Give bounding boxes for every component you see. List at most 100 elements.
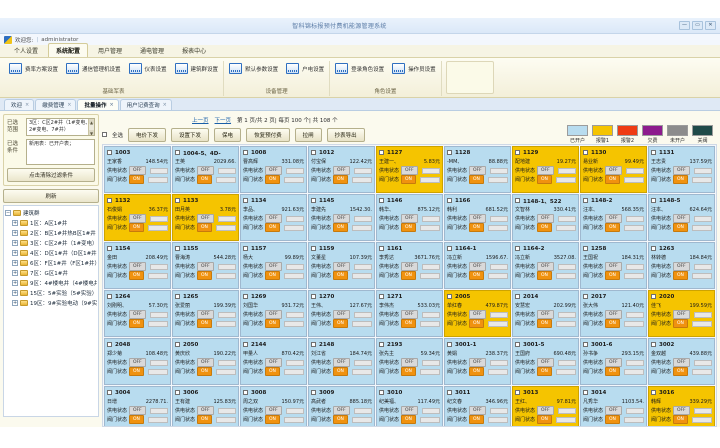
meter-cell-checkbox[interactable] (243, 294, 248, 299)
meter-cell[interactable]: 1134 李品、 921.63元 供电状态 OFF 阀门状态 ON (240, 194, 307, 241)
ribbon-button-meter[interactable]: 仪表设置 (128, 63, 167, 74)
meter-cell[interactable]: 2148 刘江省 184.74元 供电状态 OFF 阀门状态 ON (308, 338, 375, 385)
meter-cell[interactable]: 3008 周之双 150.97元 供电状态 OFF 阀门状态 ON (240, 386, 307, 426)
meter-cell[interactable]: 1258 王国祝 184.31元 供电状态 OFF 阀门状态 ON (580, 242, 647, 289)
meter-cell-checkbox[interactable] (515, 198, 520, 203)
close-icon[interactable]: × (162, 102, 167, 108)
meter-cell-checkbox[interactable] (379, 150, 384, 155)
meter-cell-checkbox[interactable] (379, 198, 384, 203)
meter-cell-checkbox[interactable] (311, 390, 316, 395)
meter-cell[interactable]: 1004-5、4D- 王英 2029.66. 供电状态 OFF 阀门状态 ON (172, 146, 239, 193)
meter-cell-checkbox[interactable] (447, 294, 452, 299)
filter-scope-value[interactable]: 3区：C区2#井（1#变电、2#变电、7#井） ▲ ▼ (26, 118, 95, 136)
meter-cell-checkbox[interactable] (243, 390, 248, 395)
meter-cell-checkbox[interactable] (107, 294, 112, 299)
meter-cell-checkbox[interactable] (107, 198, 112, 203)
meter-cell-checkbox[interactable] (447, 198, 452, 203)
meter-cell[interactable]: 1159 文董星 107.39元 供电状态 OFF 阀门状态 ON (308, 242, 375, 289)
expander-icon[interactable]: + (12, 240, 18, 246)
meter-cell[interactable]: 1164-1 冯立新 1596.67. 供电状态 OFF 阀门状态 ON (444, 242, 511, 289)
meter-cell[interactable]: 1265 张爱丽 199.39元 供电状态 OFF 阀门状态 ON (172, 290, 239, 337)
meter-cell-checkbox[interactable] (515, 390, 520, 395)
meter-cell-checkbox[interactable] (651, 294, 656, 299)
ribbon-button-login-role[interactable]: 登录角色设置 (335, 63, 384, 74)
meter-cell[interactable]: 1271 李伟杰 533.03元 供电状态 OFF 阀门状态 ON (376, 290, 443, 337)
meter-cell-checkbox[interactable] (583, 294, 588, 299)
meter-cell-checkbox[interactable] (583, 150, 588, 155)
expander-icon[interactable]: + (12, 260, 18, 266)
meter-cell[interactable]: 1148-1、522 文智林 330.41元 供电状态 OFF 阀门状态 ON (512, 194, 579, 241)
meter-cell[interactable]: 1264 刘刚明、 57.30元 供电状态 OFF 阀门状态 ON (104, 290, 171, 337)
close-icon[interactable]: × (67, 102, 72, 108)
meter-cell-checkbox[interactable] (175, 390, 180, 395)
price-dispatch-button[interactable]: 电价下发 (128, 127, 167, 142)
expander-icon[interactable]: + (12, 220, 18, 226)
meter-cell[interactable]: 3001-5 王国府 690.48元 供电状态 OFF 阀门状态 ON (512, 338, 579, 385)
ribbon-button-rate-plan[interactable]: 费率方案设置 (9, 63, 58, 74)
ribbon-button-default-params[interactable]: 默认参数设置 (229, 63, 278, 74)
meter-cell-checkbox[interactable] (515, 342, 520, 347)
scroll-down-icon[interactable]: ▼ (89, 130, 94, 136)
next-page-link[interactable]: 下一页 (214, 117, 232, 124)
meter-cell-checkbox[interactable] (311, 246, 316, 251)
select-all-checkbox[interactable] (102, 132, 107, 137)
meter-cell-checkbox[interactable] (515, 246, 520, 251)
ribbon-button-household-power[interactable]: 户电设置 (286, 63, 324, 74)
meter-cell[interactable]: 3013 王红、 97.81元 供电状态 OFF 阀门状态 ON (512, 386, 579, 426)
meter-cell[interactable]: 1166 韩利 681.52元 供电状态 OFF 阀门状态 ON (444, 194, 511, 241)
close-button[interactable]: ✕ (705, 21, 716, 30)
meter-cell-checkbox[interactable] (311, 150, 316, 155)
meter-cell[interactable]: 3011 纪文春 346.96元 供电状态 OFF 阀门状态 ON (444, 386, 511, 426)
meter-cell-checkbox[interactable] (447, 150, 452, 155)
meter-cell[interactable]: 1155 曹海涛 544.28元 供电状态 OFF 阀门状态 ON (172, 242, 239, 289)
expander-icon[interactable]: + (12, 250, 18, 256)
expander-icon[interactable]: + (12, 300, 18, 306)
expander-icon[interactable]: + (12, 270, 18, 276)
export-reading-button[interactable]: 抄表导出 (326, 127, 365, 142)
meter-cell-checkbox[interactable] (651, 198, 656, 203)
meter-cell[interactable]: 1129 配地建 19.27元 供电状态 OFF 阀门状态 ON (512, 146, 579, 193)
tree-node-zone-6[interactable]: + 6区：F区1#井（F区1#井） (5, 258, 97, 268)
tree-node-zone-7[interactable]: + 7区：G区1#井 (5, 268, 97, 278)
tree-node-zone-1[interactable]: + 1区：A区1#井 (5, 218, 97, 228)
expander-icon[interactable]: + (12, 280, 18, 286)
meter-cell-checkbox[interactable] (447, 246, 452, 251)
meter-cell[interactable]: 3010 纪美福、 117.49元 供电状态 OFF 阀门状态 ON (376, 386, 443, 426)
tree-node-zone-15[interactable]: + 15区：5#实验（5#实验） (5, 288, 97, 298)
meter-cell[interactable]: 1132 石俊娟 36.37元 供电状态 OFF 阀门状态 ON (104, 194, 171, 241)
meter-cell[interactable]: 1263 林转德 184.84元 供电状态 OFF 阀门状态 ON (648, 242, 715, 289)
meter-cell[interactable]: 1157 杨大 99.89元 供电状态 OFF 阀门状态 ON (240, 242, 307, 289)
meter-cell[interactable]: 3004 日增 2278.71. 供电状态 OFF 阀门状态 ON (104, 386, 171, 426)
meter-cell-checkbox[interactable] (107, 342, 112, 347)
meter-cell[interactable]: 1003 王家香 148.54元 供电状态 OFF 阀门状态 ON (104, 146, 171, 193)
meter-cell[interactable]: 3016 韩辉 339.29元 供电状态 OFF 阀门状态 ON (648, 386, 715, 426)
guarantee-power-button[interactable]: 保电 (214, 127, 242, 142)
meter-cell[interactable]: 1154 金田 208.49元 供电状态 OFF 阀门状态 ON (104, 242, 171, 289)
ribbon-tab-system[interactable]: 系统配置 (48, 43, 89, 57)
meter-cell[interactable]: 3001-1 黄娟 238.37元 供电状态 OFF 阀门状态 ON (444, 338, 511, 385)
meter-cell-checkbox[interactable] (515, 294, 520, 299)
trip-switch-button[interactable]: 拉闸 (294, 127, 322, 142)
meter-cell[interactable]: 2014 安慧宏 202.99元 供电状态 OFF 阀门状态 ON (512, 290, 579, 337)
meter-cell-checkbox[interactable] (243, 246, 248, 251)
meter-cell[interactable]: 1130 易业新 99.49元 供电状态 OFF 阀门状态 ON (580, 146, 647, 193)
meter-cell[interactable]: 1164-2 冯立新 3527.08. 供电状态 OFF 阀门状态 ON (512, 242, 579, 289)
meter-cell-checkbox[interactable] (311, 294, 316, 299)
close-icon[interactable]: × (109, 102, 114, 108)
maximize-button[interactable]: ▭ (692, 21, 703, 30)
expander-icon[interactable]: + (12, 290, 18, 296)
meter-cell-checkbox[interactable] (175, 198, 180, 203)
meter-cell-checkbox[interactable] (379, 246, 384, 251)
tab-user-billing-query[interactable]: 用户记费查询 × (119, 99, 172, 110)
tree-node-zone-4[interactable]: + 4区：D区1#井（D区1#井） (5, 248, 97, 258)
meter-cell-checkbox[interactable] (175, 150, 180, 155)
restore-prepaid-button[interactable]: 恢复预付费 (246, 127, 290, 142)
tree-root-node[interactable]: − 建筑群 (5, 208, 97, 218)
meter-cell-checkbox[interactable] (515, 150, 520, 155)
meter-cell[interactable]: 1127 王建一、 5.83元 供电状态 OFF 阀门状态 ON (376, 146, 443, 193)
meter-cell[interactable]: 3009 高武者 885.18元 供电状态 OFF 阀门状态 ON (308, 386, 375, 426)
meter-cell-checkbox[interactable] (243, 150, 248, 155)
ribbon-tab-power[interactable]: 通电管理 (140, 48, 165, 55)
tab-payment[interactable]: 缴费管理 × (35, 99, 77, 110)
meter-cell[interactable]: 1128 -MM、 88.88元 供电状态 OFF 阀门状态 ON (444, 146, 511, 193)
